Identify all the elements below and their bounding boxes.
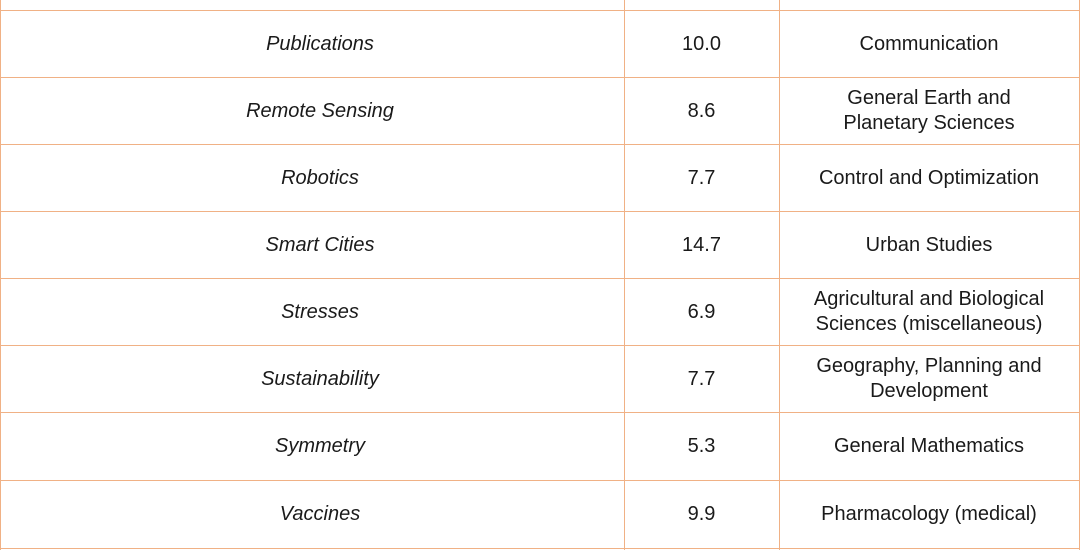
journal-name-cell: Stresses <box>281 300 359 323</box>
journal-name-cell: Symmetry <box>275 434 365 457</box>
category-cell: Agricultural and Biological Sciences (mi… <box>779 279 1079 345</box>
category-text: General Earth and Planetary Sciences <box>843 87 1015 134</box>
table-row: Vaccines 9.9 Pharmacology (medical) <box>0 480 1080 549</box>
category-cell: General Mathematics <box>779 413 1079 479</box>
table-row: Publications 10.0 Communication <box>0 10 1080 77</box>
category-cell: Pharmacology (medical) <box>779 481 1079 548</box>
category-cell: General Earth and Planetary Sciences <box>779 78 1079 144</box>
journal-name-cell: Remote Sensing <box>246 99 394 122</box>
table-row: Sustainability 7.7 Geography, Planning a… <box>0 345 1080 412</box>
value-cell: 10.0 <box>682 32 721 55</box>
journal-name-cell: Smart Cities <box>265 233 375 256</box>
value-cell: 5.3 <box>687 434 716 457</box>
value-cell: 14.7 <box>682 233 721 256</box>
category-text: Agricultural and Biological Sciences (mi… <box>813 288 1045 335</box>
value-cell: 6.9 <box>687 300 716 323</box>
table-row: Remote Sensing 8.6 General Earth and Pla… <box>0 77 1080 144</box>
value-cell: 9.9 <box>687 503 716 525</box>
category-cell: Geography, Planning and Development <box>779 346 1079 412</box>
value-cell: 7.7 <box>687 166 716 189</box>
category-text: Communication <box>859 32 999 55</box>
table-border-left <box>0 0 1 550</box>
column-divider-1 <box>624 0 625 550</box>
category-text: Geography, Planning and Development <box>816 355 1042 402</box>
category-text: Pharmacology (medical) <box>821 503 1037 525</box>
column-divider-2 <box>779 0 780 550</box>
table-row: Robotics 7.7 Control and Optimization <box>0 144 1080 211</box>
table-row: Stresses 6.9 Agricultural and Biological… <box>0 278 1080 345</box>
category-cell: Communication <box>779 11 1079 77</box>
journal-name-cell: Robotics <box>281 166 359 189</box>
journal-name-cell: Sustainability <box>261 367 379 390</box>
table-top-stub <box>0 0 1080 10</box>
journal-name-cell: Vaccines <box>279 503 361 525</box>
table-row: Symmetry 5.3 General Mathematics <box>0 412 1080 479</box>
value-cell: 7.7 <box>687 367 716 390</box>
category-text: General Mathematics <box>833 434 1025 457</box>
category-cell: Urban Studies <box>779 212 1079 278</box>
category-text: Urban Studies <box>865 233 993 256</box>
journal-name-cell: Publications <box>266 32 374 55</box>
category-text: Control and Optimization <box>818 166 1040 189</box>
value-cell: 8.6 <box>687 99 716 122</box>
category-cell: Control and Optimization <box>779 145 1079 211</box>
table-row: Smart Cities 14.7 Urban Studies <box>0 211 1080 278</box>
